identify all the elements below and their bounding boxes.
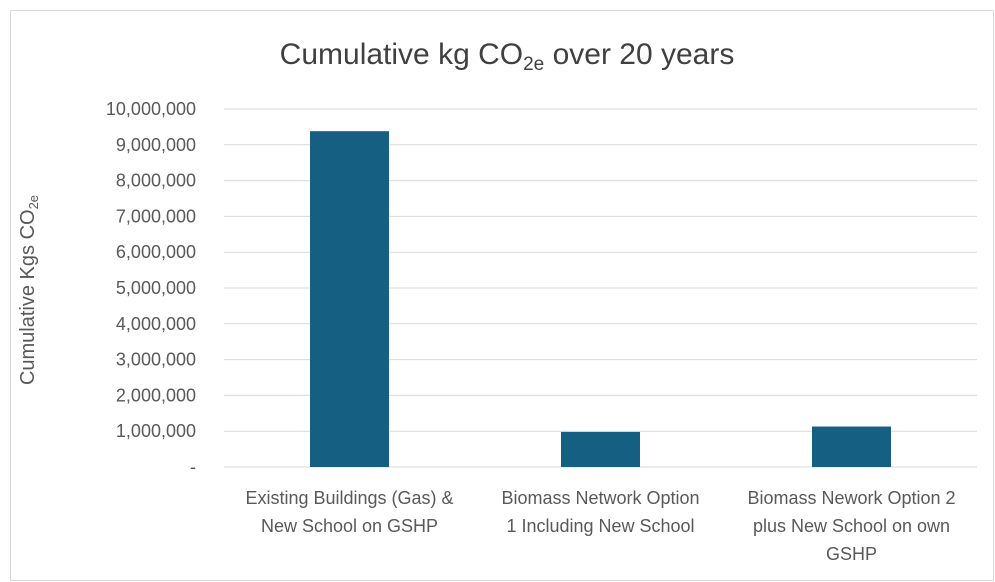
y-tick-label: 1,000,000 (116, 421, 196, 441)
bar (561, 431, 640, 467)
y-tick-label: 10,000,000 (106, 99, 196, 119)
y-tick-label: 8,000,000 (116, 171, 196, 191)
bar (310, 131, 389, 468)
x-tick-label: Biomass Nework Option 2 (747, 488, 955, 508)
x-tick-label: 1 Including New School (506, 516, 694, 536)
bar (812, 426, 891, 467)
x-tick-label: plus New School on own (753, 516, 950, 536)
y-tick-label: 7,000,000 (116, 206, 196, 226)
x-tick-label: Biomass Network Option (501, 488, 699, 508)
x-tick-label: Existing Buildings (Gas) & (245, 488, 453, 508)
x-tick-label: New School on GSHP (261, 516, 438, 536)
chart-frame (10, 10, 994, 581)
chart-title: Cumulative kg CO2e over 20 years (279, 38, 735, 75)
y-tick-label: 9,000,000 (116, 135, 196, 155)
y-tick-label: 2,000,000 (116, 385, 196, 405)
y-tick-label: - (190, 457, 196, 477)
y-tick-label: 5,000,000 (116, 278, 196, 298)
y-tick-label: 3,000,000 (116, 350, 196, 370)
y-tick-label: 6,000,000 (116, 242, 196, 262)
y-tick-label: 4,000,000 (116, 314, 196, 334)
x-tick-label: GSHP (826, 544, 877, 564)
